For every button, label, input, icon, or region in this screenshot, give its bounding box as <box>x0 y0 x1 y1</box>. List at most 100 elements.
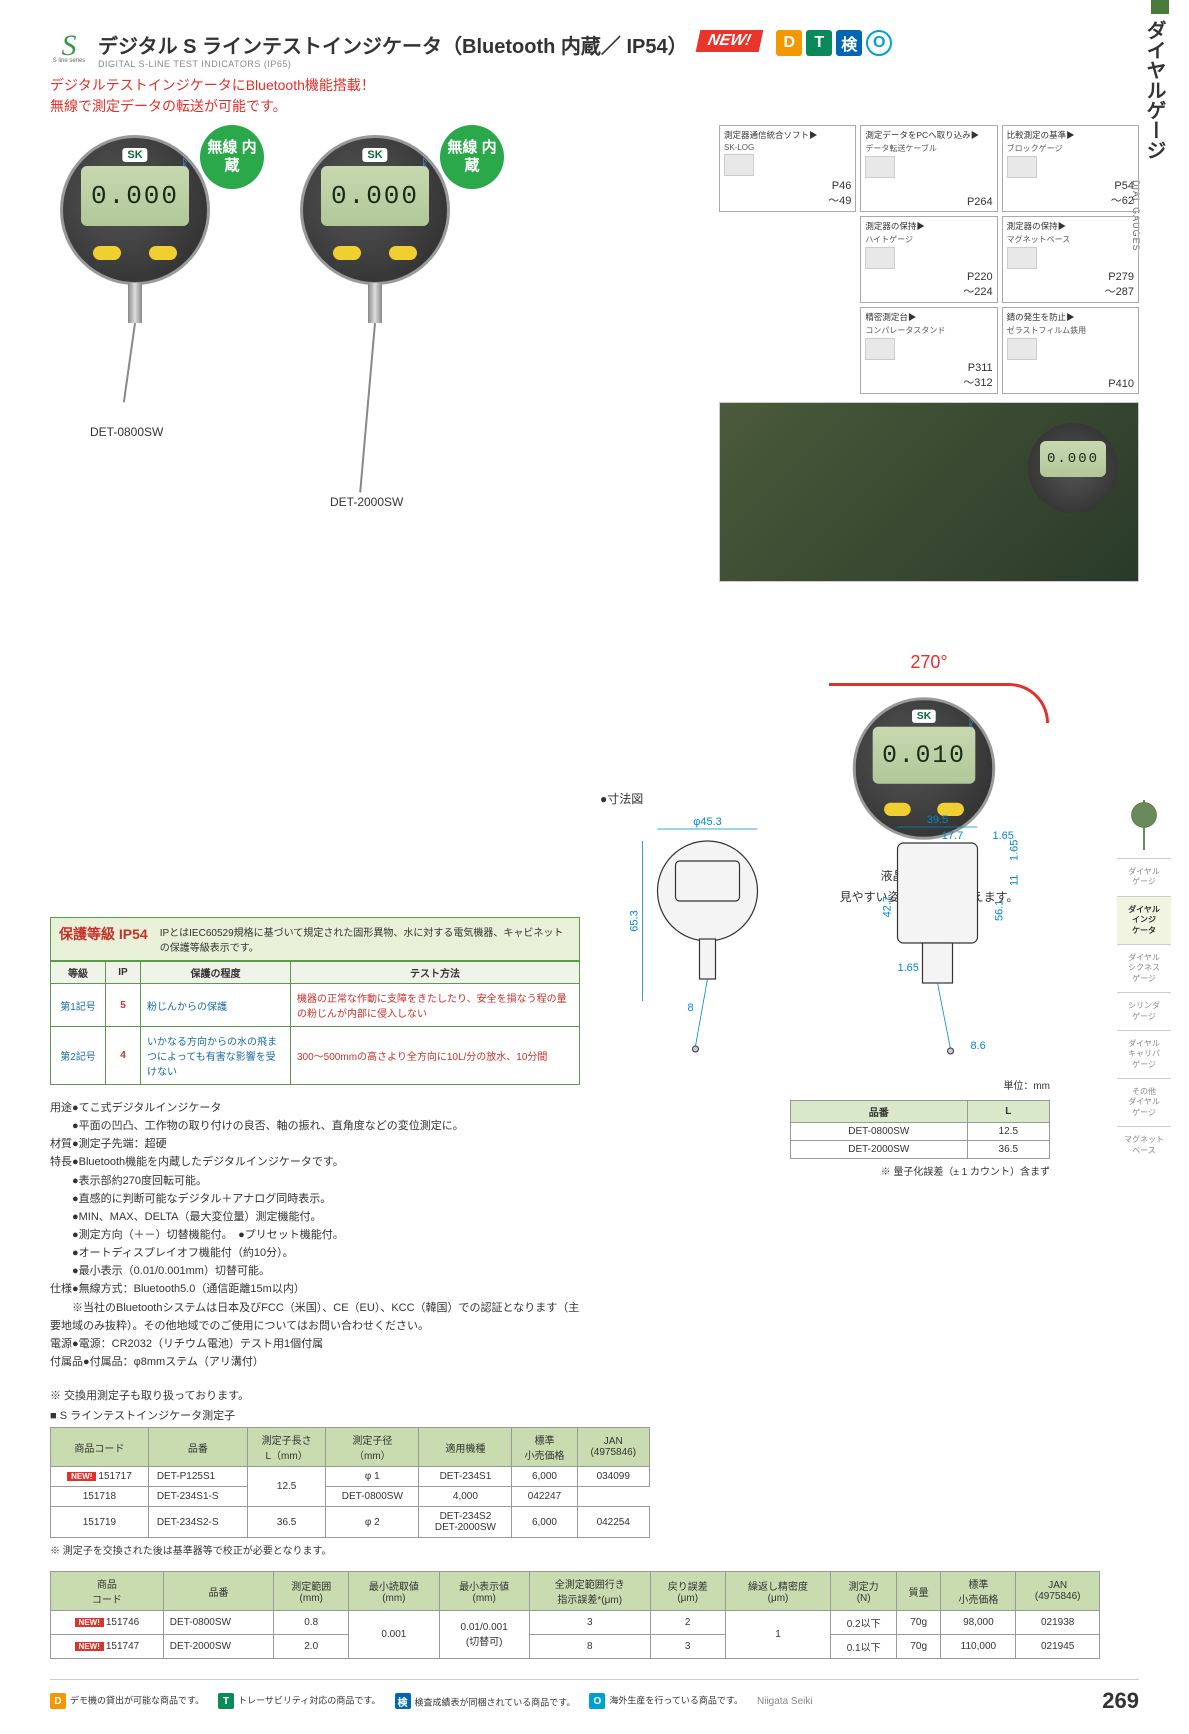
cell-ret: 3 <box>650 1635 725 1659</box>
ref-title: 測定データをPCへ取り込み▶ <box>865 129 992 141</box>
spec-line: ※当社のBluetoothシステムは日本及びFCC（米国）、CE（EU）、KCC… <box>50 1299 590 1335</box>
page-footer: Dデモ機の貸出が可能な商品です。Tトレーサビリティ対応の商品です。検検査成績表が… <box>50 1679 1139 1714</box>
side-nav-item: ダイヤルインジケータ <box>1117 896 1171 944</box>
ref-thumbnail-icon <box>1007 338 1037 360</box>
table-header: 測定範囲(mm) <box>274 1572 349 1611</box>
table-row: NEW!151717 DET-P125S112.5φ 1DET-234S1 6,… <box>51 1467 650 1487</box>
badge-inspect-icon: 検 <box>836 30 862 56</box>
s-line-logo: SS line series <box>50 30 88 68</box>
cell-jan: 042254 <box>577 1507 650 1538</box>
title-en: DIGITAL S-LINE TEST INDICATORS (IP65) <box>98 59 688 69</box>
cell-jan: 034099 <box>577 1467 650 1487</box>
cell-force: 0.2以下 <box>831 1611 897 1635</box>
side-navigation: ダイヤルゲージダイヤルインジケータダイヤルシクネスゲージシリンダゲージダイヤルキ… <box>1117 800 1171 1164</box>
ip-cell: 4 <box>106 1027 141 1084</box>
title-jp: デジタル S ラインテストインジケータ（Bluetooth 内蔵／ IP54） <box>98 30 688 59</box>
cell-range: 2.0 <box>274 1635 349 1659</box>
spec-line: ●表示部約270度回転可能。 <box>50 1172 590 1190</box>
gauge-brand: SK <box>362 148 387 162</box>
table-header: 繰返し精密度(μm) <box>725 1572 831 1611</box>
table-header: JAN(4975846) <box>577 1428 650 1467</box>
table-header: JAN(4975846) <box>1016 1572 1100 1611</box>
dim-cell: 36.5 <box>967 1141 1049 1159</box>
brand-logo: Niigata Seiki <box>757 1696 813 1707</box>
table-header: 測定子径（mm） <box>326 1428 419 1467</box>
table-row: 151719 DET-234S2-S36.5φ 2DET-234S2DET-20… <box>51 1507 650 1538</box>
cell-model: DET-234S1 <box>419 1467 512 1487</box>
cell-code: 151719 <box>51 1507 149 1538</box>
footer-legend-item: 検検査成績表が同梱されている商品です。 <box>395 1693 576 1709</box>
ip-header: 保護の程度 <box>141 962 291 983</box>
side-nav-item: ダイヤルゲージ <box>1117 858 1171 896</box>
unit-label: 単位：mm <box>600 1077 1050 1092</box>
cell-pn: DET-234S2-S <box>148 1507 247 1538</box>
cell-len: 12.5 <box>247 1467 325 1507</box>
ref-title: 測定器の保持▶ <box>1007 220 1134 232</box>
product-label-right: DET-2000SW <box>330 495 403 509</box>
page-number: 269 <box>1102 1688 1139 1714</box>
reference-box: 測定器の保持▶ ハイトゲージ P220～224 <box>860 216 997 303</box>
ref-subtitle: SK-LOG <box>724 143 851 152</box>
svg-text:39.5: 39.5 <box>927 814 948 826</box>
table-header: 標準小売価格 <box>512 1428 577 1467</box>
side-nav-item: マグネットベース <box>1117 1126 1171 1164</box>
ref-thumbnail-icon <box>1007 156 1037 178</box>
side-nav-item: ダイヤルキャリパゲージ <box>1117 1030 1171 1078</box>
stylus-footnote: ※ 測定子を交換された後は基準器等で校正が必要となります。 <box>50 1542 650 1557</box>
stylus-section: ※ 交換用測定子も取り扱っております。 ■ S ラインテストインジケータ測定子 … <box>50 1387 650 1557</box>
cell-price: 4,000 <box>419 1487 512 1507</box>
table-header: 最小読取値(mm) <box>349 1572 439 1611</box>
mode-button-icon <box>93 246 121 260</box>
cell-price: 98,000 <box>941 1611 1016 1635</box>
quantum-note: ※ 量子化誤差（± 1 カウント）含まず <box>600 1163 1050 1178</box>
product-images: SK ᛒ 0.000 無線 内蔵 DET-0800SW SK ᛒ 0.000 無… <box>50 125 699 505</box>
ref-thumbnail-icon <box>865 338 895 360</box>
lead-line-1: デジタルテストインジケータにBluetooth機能搭載！ <box>50 75 1139 96</box>
spec-line: 特長●Bluetooth機能を内蔵したデジタルインジケータです。 <box>50 1153 590 1171</box>
gauge-right: SK ᛒ 0.000 <box>300 135 450 305</box>
table-header: 戻り誤差(μm) <box>650 1572 725 1611</box>
table-header: 品番 <box>148 1428 247 1467</box>
table-header: 質量 <box>896 1572 940 1611</box>
svg-text:11: 11 <box>1009 875 1021 886</box>
ref-title: 測定器通信統合ソフト▶ <box>724 129 851 141</box>
reference-box: 錆の発生を防止▶ ゼラストフィルム鉄用 P410 <box>1002 307 1139 394</box>
cell-dia: φ 1 <box>326 1467 419 1487</box>
ip-cell: 第1記号 <box>51 984 106 1026</box>
spec-line: 電源●電源：CR2032（リチウム電池）テスト用1個付属 <box>50 1335 590 1353</box>
photo-lcd: 0.000 <box>1040 441 1106 477</box>
cell-dia: φ 2 <box>326 1507 419 1538</box>
stylus-table: 商品コード品番測定子長さL（mm）測定子径（mm）適用機種標準小売価格JAN(4… <box>50 1427 650 1538</box>
svg-text:56.1: 56.1 <box>994 900 1006 921</box>
side-nav-item: シリンダゲージ <box>1117 992 1171 1030</box>
svg-text:8: 8 <box>688 1002 694 1014</box>
badge-overseas-icon: O <box>866 30 892 56</box>
cell-pn: DET-P125S1 <box>148 1467 247 1487</box>
cell-model: DET-234S2DET-2000SW <box>419 1507 512 1538</box>
cell-price: 6,000 <box>512 1507 577 1538</box>
ref-page: P264 <box>865 196 992 208</box>
ip-title: 保護等級 IP54 <box>59 924 148 954</box>
spec-line: ●MIN、MAX、DELTA（最大変位量）測定機能付。 <box>50 1208 590 1226</box>
gauge-probe <box>123 323 136 402</box>
side-nav-icon <box>1126 800 1162 850</box>
dim-drawing-front: φ45.3 65.3 8 <box>600 811 815 1071</box>
table-header: 全測定範囲行き指示誤差*(μm) <box>529 1572 650 1611</box>
svg-text:17.7: 17.7 <box>942 830 963 842</box>
cell-err: 3 <box>529 1611 650 1635</box>
ref-subtitle: ハイトゲージ <box>865 234 992 245</box>
ref-title: 測定器の保持▶ <box>865 220 992 232</box>
footer-badge-icon: D <box>50 1693 66 1709</box>
badge-trace-icon: T <box>806 30 832 56</box>
spec-line: 材質●測定子先端：超硬 <box>50 1135 590 1153</box>
gauge-stem <box>128 283 142 323</box>
ref-thumbnail-icon <box>1007 247 1037 269</box>
ref-page: P220～224 <box>865 271 992 299</box>
set-button-icon <box>389 246 417 260</box>
ref-page: P54～62 <box>1007 180 1134 208</box>
ip-cell: 機器の正常な作動に支障をきたしたり、安全を損なう程の量の粉じんが内部に侵入しない <box>291 984 579 1026</box>
table-header: 適用機種 <box>419 1428 512 1467</box>
spec-line: 仕様●無線方式：Bluetooth5.0（通信距離15m以内） <box>50 1280 590 1298</box>
reference-box: 測定器通信統合ソフト▶ SK-LOG P46～49 <box>719 125 856 212</box>
reference-box: 測定データをPCへ取り込み▶ データ転送ケーブル P264 <box>860 125 997 212</box>
